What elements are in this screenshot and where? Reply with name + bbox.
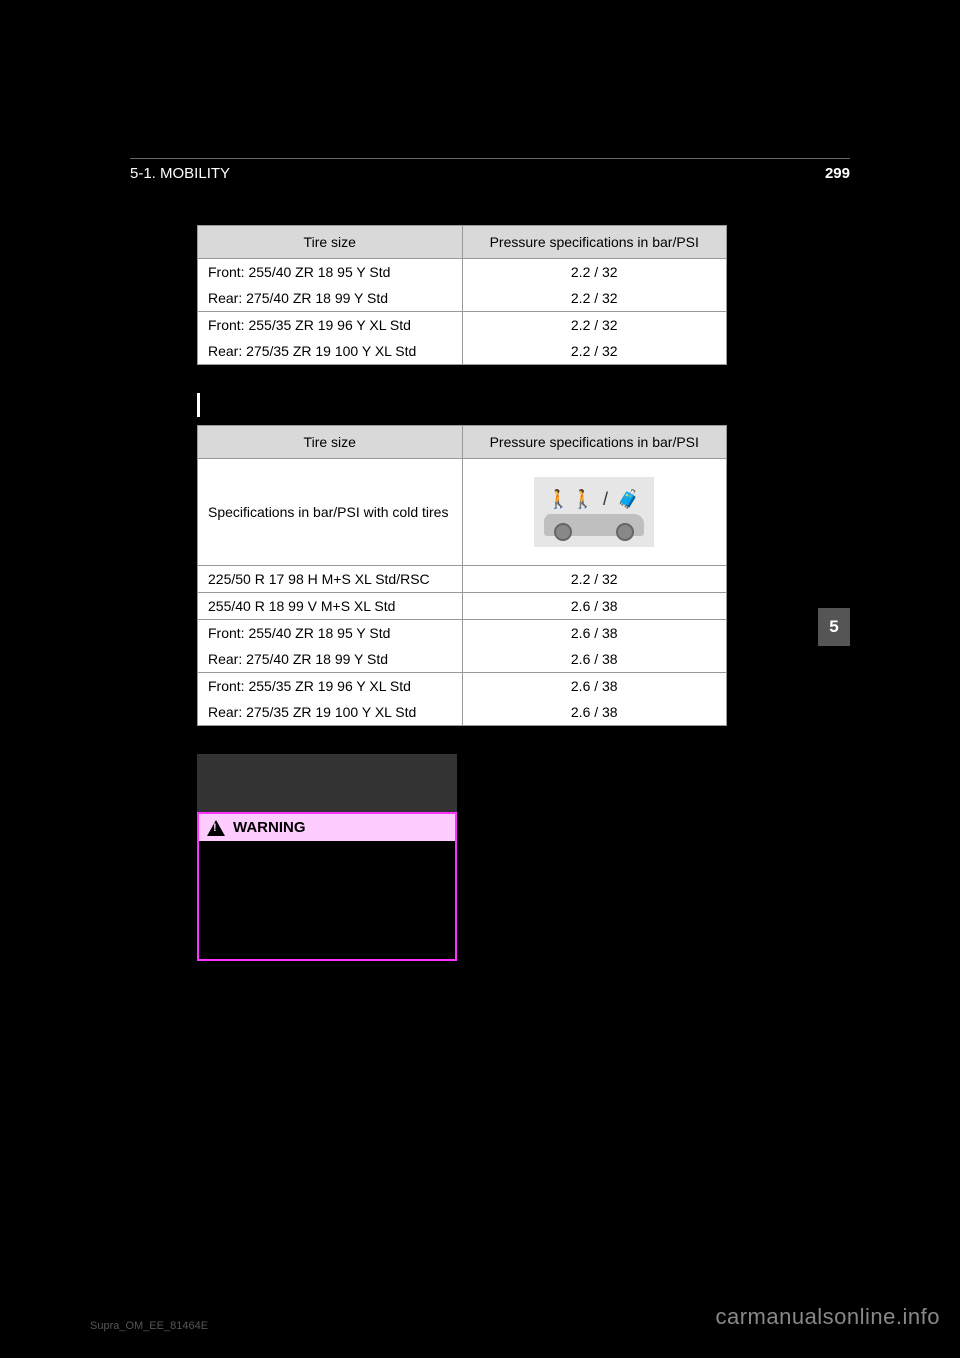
pressure-cell: 2.6 / 38: [462, 699, 727, 726]
spec-row-label: Specifications in bar/PSI with cold tire…: [198, 459, 463, 566]
table-row: Front: 255/40 ZR 18 95 Y Std2.6 / 38: [198, 620, 727, 647]
warning-box: WARNING: [197, 812, 457, 961]
table-row: Rear: 275/35 ZR 19 100 Y XL Std2.2 / 32: [198, 338, 727, 365]
table-row: 255/40 R 18 99 V M+S XL Std2.6 / 38: [198, 593, 727, 620]
tire-size-cell: Rear: 275/35 ZR 19 100 Y XL Std: [198, 699, 463, 726]
warning-label: WARNING: [233, 819, 306, 836]
watermark: carmanualsonline.info: [715, 1304, 940, 1330]
tire-pressure-table-1: Tire size Pressure specifications in bar…: [197, 225, 727, 365]
load-diagram-cell: 🚶🚶 / 🧳: [462, 459, 727, 566]
tire-pressure-table-2: Tire size Pressure specifications in bar…: [197, 425, 727, 726]
table1-header-size: Tire size: [198, 226, 463, 259]
load-icons: 🚶🚶 / 🧳: [547, 489, 641, 510]
tire-size-cell: Front: 255/40 ZR 18 95 Y Std: [198, 620, 463, 647]
table-row: Front: 255/35 ZR 19 96 Y XL Std2.6 / 38: [198, 673, 727, 700]
pressure-cell: 2.6 / 38: [462, 646, 727, 673]
tire-size-cell: 225/50 R 17 98 H M+S XL Std/RSC: [198, 566, 463, 593]
footer-code: Supra_OM_EE_81464E: [90, 1320, 208, 1332]
table-row: 225/50 R 17 98 H M+S XL Std/RSC2.2 / 32: [198, 566, 727, 593]
warning-subsection: WARNING: [197, 754, 457, 961]
section-path: 5-1. MOBILITY: [130, 165, 230, 182]
vehicle-load-diagram: 🚶🚶 / 🧳: [534, 477, 654, 547]
table-row: Rear: 275/40 ZR 18 99 Y Std2.6 / 38: [198, 646, 727, 673]
table2-header-psi: Pressure specifications in bar/PSI: [462, 426, 727, 459]
table-row: Rear: 275/40 ZR 18 99 Y Std2.2 / 32: [198, 285, 727, 312]
pressure-cell: 2.2 / 32: [462, 259, 727, 286]
pressure-cell: 2.2 / 32: [462, 312, 727, 339]
tire-size-cell: Rear: 275/35 ZR 19 100 Y XL Std: [198, 338, 463, 365]
sub-heading: [197, 754, 457, 812]
table-row: Front: 255/35 ZR 19 96 Y XL Std2.2 / 32: [198, 312, 727, 339]
main-content: Tire size Pressure specifications in bar…: [197, 225, 727, 961]
table1-header-psi: Pressure specifications in bar/PSI: [462, 226, 727, 259]
warning-body-text: [199, 841, 455, 959]
pressure-cell: 2.6 / 38: [462, 673, 727, 700]
tire-size-cell: Front: 255/40 ZR 18 95 Y Std: [198, 259, 463, 286]
table-row: Front: 255/40 ZR 18 95 Y Std2.2 / 32: [198, 259, 727, 286]
warning-header: WARNING: [199, 814, 455, 841]
warning-triangle-icon: [207, 820, 225, 836]
section-label: [197, 393, 727, 417]
tire-size-cell: Rear: 275/40 ZR 18 99 Y Std: [198, 285, 463, 312]
pressure-cell: 2.2 / 32: [462, 285, 727, 312]
chapter-tab: 5: [818, 608, 850, 646]
tire-size-cell: 255/40 R 18 99 V M+S XL Std: [198, 593, 463, 620]
page-number: 299: [825, 165, 850, 182]
pressure-cell: 2.6 / 38: [462, 593, 727, 620]
tire-size-cell: Rear: 275/40 ZR 18 99 Y Std: [198, 646, 463, 673]
pressure-cell: 2.2 / 32: [462, 566, 727, 593]
pressure-cell: 2.6 / 38: [462, 620, 727, 647]
table-row: Specifications in bar/PSI with cold tire…: [198, 459, 727, 566]
table-row: Rear: 275/35 ZR 19 100 Y XL Std2.6 / 38: [198, 699, 727, 726]
car-silhouette-icon: [544, 514, 644, 536]
page-header: 5-1. MOBILITY 299: [130, 158, 850, 182]
pressure-cell: 2.2 / 32: [462, 338, 727, 365]
tire-size-cell: Front: 255/35 ZR 19 96 Y XL Std: [198, 673, 463, 700]
table2-header-size: Tire size: [198, 426, 463, 459]
tire-size-cell: Front: 255/35 ZR 19 96 Y XL Std: [198, 312, 463, 339]
